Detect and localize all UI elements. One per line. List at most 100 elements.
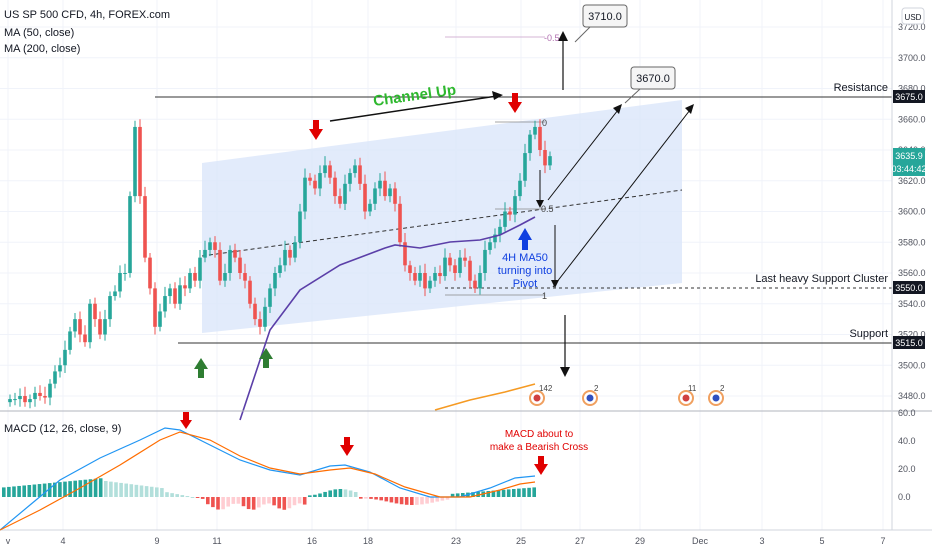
candle-body — [258, 319, 262, 327]
macd-histogram-bar — [267, 497, 271, 504]
macd-axis[interactable]: 60.0 40.0 20.0 0.0 — [898, 408, 916, 502]
macd-histogram-bar — [272, 497, 276, 506]
macd-histogram — [2, 478, 536, 510]
time-axis[interactable]: v 4 9 11 16 18 23 25 27 29 Dec 3 5 7 — [6, 536, 886, 546]
candle-body — [323, 165, 327, 174]
target-3670-callout: 3670.0 — [624, 66, 676, 104]
candle-body — [173, 288, 177, 304]
macd-red-arrow-1 — [180, 412, 192, 429]
candle-body — [113, 291, 117, 297]
candle-body — [233, 249, 237, 258]
candle-body — [483, 249, 487, 273]
candle-body — [268, 288, 272, 307]
price-tick-label: 3540.0 — [898, 299, 926, 309]
candle-body — [358, 165, 362, 184]
candle-body — [178, 285, 182, 304]
macd-histogram-bar — [200, 497, 205, 499]
target-3710-text: 3710.0 — [588, 11, 622, 23]
current-price-tag: 3635.9 03:44:42 — [891, 148, 927, 176]
event-flag-icon[interactable]: 11 — [678, 384, 697, 406]
time-tick-label: 27 — [575, 536, 585, 546]
channel-midline — [201, 189, 683, 257]
macd-tick-label: 60.0 — [898, 408, 916, 418]
candle-body — [478, 273, 482, 289]
event-flag-icon[interactable]: 2 — [708, 384, 725, 406]
macd-histogram-bar — [506, 489, 511, 497]
macd-histogram-bar — [246, 497, 251, 510]
candle-body — [443, 257, 447, 277]
candle-body — [43, 396, 47, 398]
candle-body — [188, 273, 192, 289]
candle-body — [388, 188, 392, 197]
projection-arrow-down-head — [560, 367, 570, 377]
candle-body — [298, 211, 302, 243]
time-tick-label: 11 — [212, 536, 221, 546]
macd-histogram-bar — [364, 497, 368, 499]
event-flag-icon[interactable]: 142 — [529, 384, 553, 406]
macd-histogram-bar — [420, 497, 424, 505]
macd-histogram-bar — [277, 497, 281, 509]
candle-body — [538, 126, 542, 150]
candle-body — [403, 242, 407, 266]
macd-histogram-bar — [195, 497, 200, 498]
macd-histogram-bar — [185, 496, 190, 498]
macd-histogram-bar — [129, 484, 134, 497]
macd-histogram-bar — [379, 497, 383, 501]
candle-body — [398, 203, 402, 243]
projection-arrow-diag-2 — [552, 109, 691, 288]
price-tick-label: 3680.0 — [898, 84, 926, 94]
candle-body — [143, 196, 147, 258]
macd-histogram-bar — [155, 487, 159, 497]
price-tick-label: 3660.0 — [898, 114, 926, 124]
macd-histogram-bar — [149, 486, 154, 497]
macd-histogram-bar — [216, 497, 220, 510]
symbol-title: US SP 500 CFD, 4h, FOREX.com — [4, 9, 171, 21]
candle-body — [38, 392, 42, 396]
macd-histogram-bar — [93, 478, 98, 497]
candle-body — [23, 396, 27, 403]
macd-legend[interactable]: MACD (12, 26, close, 9) — [4, 423, 122, 435]
macd-histogram-bar — [369, 497, 373, 499]
candle-body — [433, 273, 437, 281]
currency-button[interactable]: USD — [901, 7, 925, 25]
candle-body — [88, 303, 92, 343]
macd-histogram-bar — [221, 497, 225, 510]
macd-histogram-bar — [114, 482, 118, 497]
time-tick-label: 9 — [154, 536, 159, 546]
macd-histogram-bar — [343, 489, 348, 497]
candle-body — [448, 257, 452, 266]
candle-body — [423, 273, 427, 289]
candle-body — [333, 177, 337, 197]
macd-note-line2: make a Bearish Cross — [490, 442, 588, 453]
candle-body — [353, 165, 357, 174]
candle-body — [518, 180, 522, 197]
candle-body — [468, 260, 472, 281]
signal-line — [0, 431, 536, 531]
macd-histogram-bar — [257, 497, 261, 508]
event-flag-icon[interactable]: 2 — [582, 384, 599, 406]
candle-body — [128, 196, 132, 273]
candle-body — [263, 306, 267, 327]
macd-histogram-bar — [359, 497, 363, 499]
candle-body — [328, 165, 332, 178]
candle-body — [58, 365, 62, 372]
projection-arrow-diag-1-head — [613, 104, 622, 114]
candle-body — [528, 134, 532, 154]
time-tick-label: 7 — [880, 536, 885, 546]
ma50-note-line3: Pivot — [513, 278, 537, 290]
target-3670-text: 3670.0 — [636, 73, 670, 85]
candle-body — [463, 257, 467, 261]
ma200-legend[interactable]: MA (200, close) — [4, 43, 81, 55]
support-label: Support — [849, 328, 888, 340]
ma50-legend[interactable]: MA (50, close) — [4, 27, 75, 39]
macd-histogram-bar — [384, 497, 389, 502]
green-up-arrow-2 — [259, 348, 273, 368]
macd-histogram-bar — [32, 484, 37, 497]
candle-body — [238, 257, 242, 273]
candle-body — [123, 273, 127, 274]
macd-histogram-bar — [527, 487, 531, 497]
candle-body — [198, 257, 202, 281]
macd-histogram-bar — [404, 497, 409, 505]
candle-body — [533, 126, 537, 135]
macd-histogram-bar — [53, 482, 57, 497]
